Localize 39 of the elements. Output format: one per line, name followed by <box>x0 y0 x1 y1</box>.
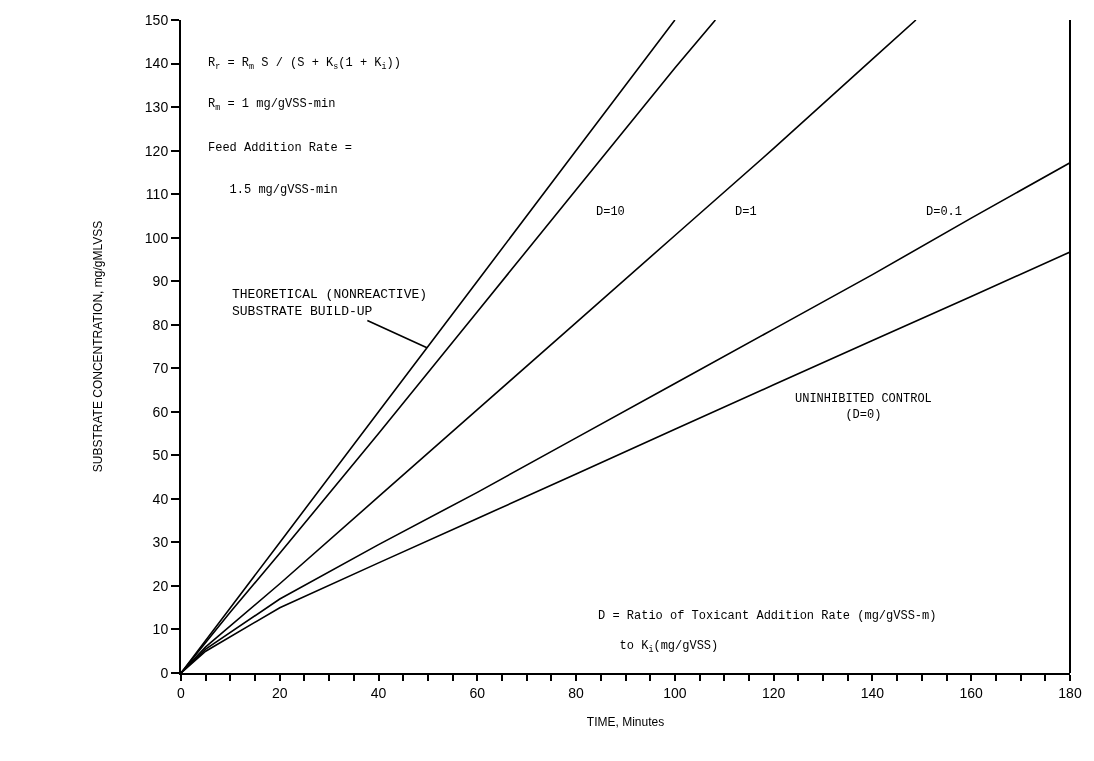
annotation: to K$_{i}$(mg/gVSS) <box>598 639 719 655</box>
y-tick-label: 140 <box>144 55 169 72</box>
x-tick-label: 140 <box>860 684 885 701</box>
y-tick-label: 50 <box>152 447 169 464</box>
series-label: UNINHIBITED CONTROL (D=0) <box>795 392 932 422</box>
x-tick-label: 0 <box>177 684 186 701</box>
y-axis-title: SUBSTRATE CONCENTRATION, mg/gMLVSS <box>90 220 105 473</box>
y-tick-label: 80 <box>152 316 169 333</box>
x-tick-label: 120 <box>761 684 786 701</box>
y-tick-label: 90 <box>152 273 169 290</box>
y-tick-label: 70 <box>152 360 169 377</box>
x-tick-label: 40 <box>370 684 387 701</box>
x-tick-label: 100 <box>663 684 687 701</box>
x-axis-title: TIME, Minutes <box>586 715 665 730</box>
x-tick-label: 160 <box>959 684 984 701</box>
y-tick-label: 150 <box>144 11 169 28</box>
y-tick-label: 30 <box>152 534 169 551</box>
text: D=10 <box>596 205 625 219</box>
y-tick-label: 110 <box>145 186 169 203</box>
series-label: THEORETICAL (NONREACTIVE) SUBSTRATE BUILD-UP <box>232 287 428 319</box>
y-tick-label: 120 <box>144 142 169 159</box>
annotation: 1.5 mg/gVSS-min <box>208 183 338 197</box>
series-label: D=0.1 <box>926 205 963 219</box>
annotation: Feed Addition Rate = <box>208 141 353 155</box>
y-tick-label: 100 <box>144 229 169 246</box>
text: R$_{r}$ = R$_{m}$ S / (S + K$_{s}$(1 + K$_{i}$)) <box>208 56 401 72</box>
annotation: R$_{m}$ = 1 mg/gVSS-min <box>208 97 336 113</box>
annotation: D = Ratio of Toxicant Addition Rate (mg/gVSS-m) <box>598 609 937 623</box>
y-tick-label: 20 <box>152 577 169 594</box>
y-tick-label: 40 <box>152 490 169 507</box>
x-tick-label: 80 <box>568 684 585 701</box>
x-tick-label: 60 <box>469 684 486 701</box>
series-label: D=1 <box>735 205 757 219</box>
y-tick-label: 10 <box>152 621 169 638</box>
y-tick-label: 130 <box>144 98 169 115</box>
x-tick-label: 20 <box>271 684 288 701</box>
x-tick-label: 180 <box>1058 684 1082 701</box>
y-tick-label: 0 <box>160 664 169 681</box>
y-tick-label: 60 <box>152 403 169 420</box>
